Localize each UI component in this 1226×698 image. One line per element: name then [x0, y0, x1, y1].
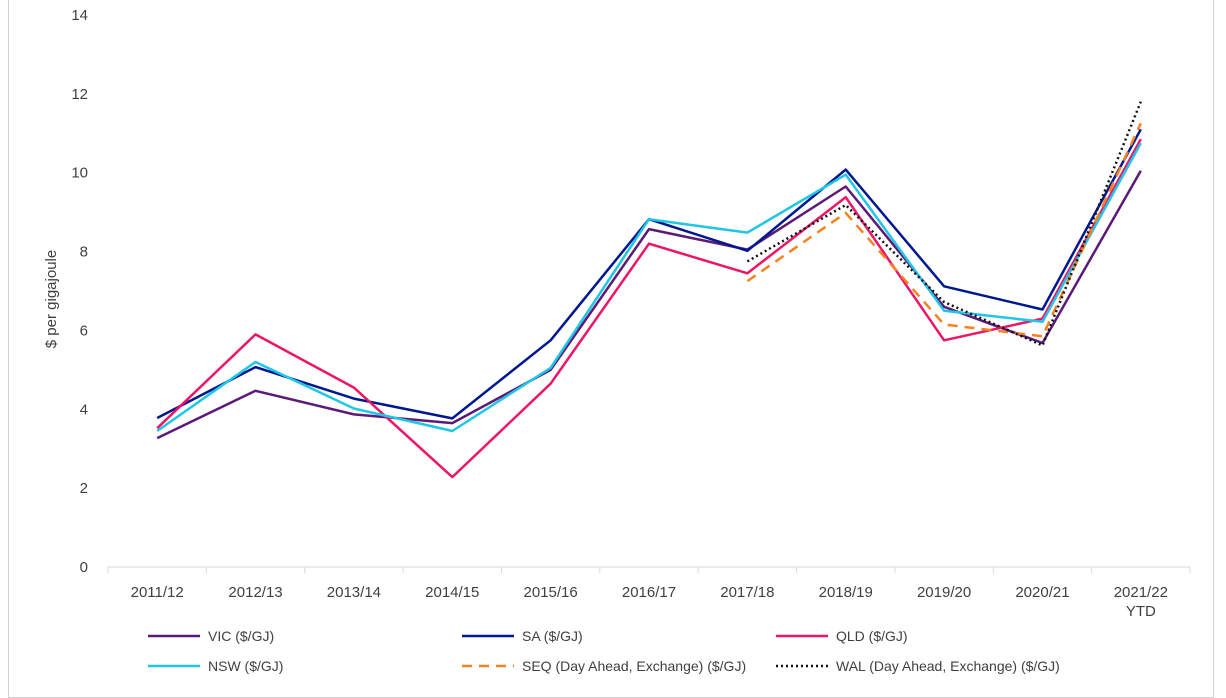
- y-tick-label: 12: [71, 86, 88, 103]
- series-line-seq: [746, 122, 1142, 338]
- series-lines: [156, 101, 1142, 479]
- series-line-qld: [156, 138, 1142, 479]
- legend-label: QLD ($/GJ): [836, 628, 908, 644]
- series-line-wal: [746, 101, 1142, 347]
- x-tick-label: 2021/22 YTD: [1114, 584, 1168, 620]
- legend-label: SEQ (Day Ahead, Exchange) ($/GJ): [522, 658, 746, 674]
- x-tick-label: 2016/17: [622, 584, 676, 601]
- x-tick-label: 2012/13: [228, 584, 282, 601]
- x-tick-label: 2014/15: [425, 584, 479, 601]
- x-tick-label: 2017/18: [720, 584, 774, 601]
- y-axis: 0 2 4 6 8 10 12 14: [71, 7, 88, 576]
- x-axis: 2011/12 2012/13 2013/14 2014/15 2015/16 2016/…: [107, 566, 1191, 620]
- y-tick-label: 14: [71, 7, 88, 24]
- y-tick-label: 0: [80, 559, 88, 576]
- x-tick-label: 2015/16: [524, 584, 578, 601]
- legend-label: VIC ($/GJ): [208, 628, 274, 644]
- legend-label: SA ($/GJ): [522, 628, 583, 644]
- x-tick-label: 2020/21: [1015, 584, 1069, 601]
- y-tick-label: 2: [80, 480, 88, 497]
- x-tick-label: 2011/12: [131, 584, 184, 601]
- x-tick-label: 2013/14: [327, 584, 381, 601]
- x-tick-label: 2018/19: [819, 584, 873, 601]
- series-line-nsw: [156, 142, 1142, 433]
- legend-label: NSW ($/GJ): [208, 658, 283, 674]
- y-tick-label: 6: [80, 322, 88, 339]
- y-axis-title: $ per gigajoule: [43, 250, 60, 348]
- y-tick-label: 4: [80, 401, 88, 418]
- legend-label: WAL (Day Ahead, Exchange) ($/GJ): [836, 658, 1060, 674]
- y-tick-label: 8: [80, 244, 88, 261]
- y-tick-label: 10: [71, 165, 88, 182]
- legend: VIC ($/GJ) SA ($/GJ) QLD ($/GJ) NSW ($/GJ) S…: [148, 628, 1060, 674]
- series-line-vic: [156, 170, 1142, 440]
- series-line-sa: [156, 128, 1142, 420]
- x-tick-label: 2019/20: [917, 584, 971, 601]
